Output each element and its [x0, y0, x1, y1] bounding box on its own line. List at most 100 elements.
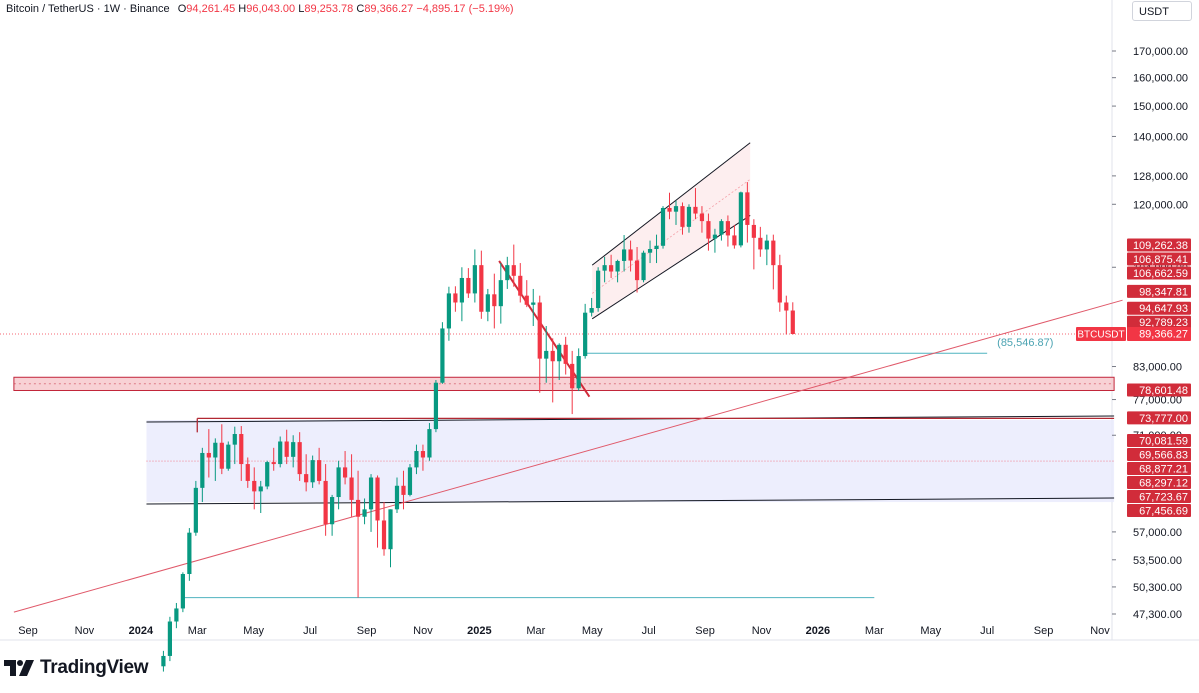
- candle-body[interactable]: [777, 265, 782, 303]
- candle-body[interactable]: [537, 302, 542, 359]
- candle-body[interactable]: [200, 452, 205, 488]
- candle-body[interactable]: [725, 221, 731, 236]
- candle-body[interactable]: [751, 224, 756, 238]
- candle-body[interactable]: [278, 441, 283, 465]
- candle-body[interactable]: [583, 312, 588, 357]
- candle-body[interactable]: [355, 499, 361, 517]
- candle-body[interactable]: [245, 464, 250, 481]
- candle-body[interactable]: [686, 206, 692, 227]
- candle-body[interactable]: [291, 442, 296, 457]
- candle-body[interactable]: [732, 235, 737, 246]
- candle-body[interactable]: [336, 467, 341, 498]
- candle-body[interactable]: [479, 265, 484, 312]
- candle-body[interactable]: [440, 328, 445, 383]
- candle-body[interactable]: [297, 442, 302, 475]
- candle-body[interactable]: [174, 608, 179, 622]
- candle-body[interactable]: [271, 462, 276, 465]
- candle-body[interactable]: [609, 265, 614, 272]
- tradingview-logo[interactable]: TradingView: [4, 656, 149, 680]
- candle-body[interactable]: [446, 293, 452, 329]
- candle-body[interactable]: [252, 480, 257, 492]
- candle-body[interactable]: [771, 240, 776, 266]
- candle-body[interactable]: [518, 275, 523, 296]
- candle-body[interactable]: [589, 308, 594, 313]
- candle-body[interactable]: [466, 277, 471, 294]
- candle-body[interactable]: [433, 382, 439, 430]
- candle-body[interactable]: [414, 451, 419, 468]
- candle-body[interactable]: [621, 249, 627, 261]
- candle-body[interactable]: [394, 485, 400, 510]
- candle-body[interactable]: [362, 509, 367, 517]
- candle-body[interactable]: [524, 295, 529, 305]
- candle-body[interactable]: [284, 441, 289, 457]
- candle-body[interactable]: [401, 485, 406, 495]
- candle-body[interactable]: [667, 207, 672, 212]
- candle-body[interactable]: [459, 277, 464, 303]
- candle-body[interactable]: [699, 213, 705, 222]
- candle-body[interactable]: [673, 206, 679, 212]
- candle-body[interactable]: [498, 280, 503, 307]
- candle-body[interactable]: [330, 497, 335, 525]
- candle-body[interactable]: [187, 532, 192, 575]
- candle-body[interactable]: [764, 240, 769, 250]
- candle-body[interactable]: [784, 302, 789, 311]
- candle-body[interactable]: [719, 221, 724, 235]
- candle-body[interactable]: [427, 429, 432, 458]
- candle-body[interactable]: [304, 474, 309, 483]
- candle-body[interactable]: [206, 452, 211, 458]
- candle-body[interactable]: [758, 237, 763, 250]
- candle-body[interactable]: [388, 509, 393, 550]
- candle-body[interactable]: [550, 350, 555, 362]
- candle-body[interactable]: [557, 344, 562, 362]
- candle-body[interactable]: [310, 460, 315, 483]
- candle-body[interactable]: [219, 442, 224, 469]
- candle-body[interactable]: [239, 434, 244, 465]
- candle-body[interactable]: [381, 520, 387, 550]
- candle-body[interactable]: [576, 356, 581, 389]
- candle-body[interactable]: [485, 294, 490, 312]
- candle-body[interactable]: [706, 221, 711, 239]
- candle-body[interactable]: [492, 294, 497, 307]
- candle-body[interactable]: [544, 350, 549, 359]
- candle-body[interactable]: [634, 260, 640, 281]
- candle-body[interactable]: [680, 206, 685, 227]
- candle-body[interactable]: [511, 265, 516, 276]
- candle-body[interactable]: [745, 192, 750, 225]
- candle-body[interactable]: [505, 265, 510, 281]
- candle-body[interactable]: [641, 252, 646, 281]
- candle-body[interactable]: [368, 477, 374, 510]
- candle-body[interactable]: [180, 574, 185, 609]
- candle-body[interactable]: [738, 192, 743, 246]
- candle-body[interactable]: [453, 293, 458, 303]
- candle-body[interactable]: [660, 207, 666, 246]
- candle-body[interactable]: [349, 477, 354, 500]
- candle-body[interactable]: [342, 467, 348, 478]
- candle-body[interactable]: [193, 487, 198, 533]
- candle-body[interactable]: [167, 621, 172, 656]
- candle-body[interactable]: [602, 265, 607, 271]
- candle-body[interactable]: [265, 462, 270, 487]
- candle-body[interactable]: [375, 477, 380, 521]
- candle-body[interactable]: [161, 655, 166, 667]
- candle-body[interactable]: [628, 249, 633, 261]
- candle-body[interactable]: [647, 249, 653, 253]
- candle-body[interactable]: [615, 260, 620, 272]
- candle-body[interactable]: [472, 265, 477, 294]
- candle-body[interactable]: [596, 270, 601, 309]
- candle-body[interactable]: [570, 363, 575, 389]
- candle-body[interactable]: [693, 206, 698, 214]
- candle-body[interactable]: [712, 234, 718, 239]
- symbol-title[interactable]: Bitcoin / TetherUS · 1W · Binance: [6, 3, 170, 15]
- candle-body[interactable]: [790, 310, 795, 335]
- candle-body[interactable]: [258, 486, 263, 492]
- candle-body[interactable]: [531, 302, 536, 305]
- candle-body[interactable]: [317, 460, 322, 481]
- candle-body[interactable]: [213, 442, 218, 458]
- candle-body[interactable]: [420, 451, 426, 458]
- candle-body[interactable]: [563, 344, 568, 364]
- candle-body[interactable]: [226, 444, 231, 469]
- currency-button[interactable]: USDT: [1132, 1, 1192, 21]
- candle-body[interactable]: [232, 434, 237, 445]
- candle-body[interactable]: [407, 467, 413, 495]
